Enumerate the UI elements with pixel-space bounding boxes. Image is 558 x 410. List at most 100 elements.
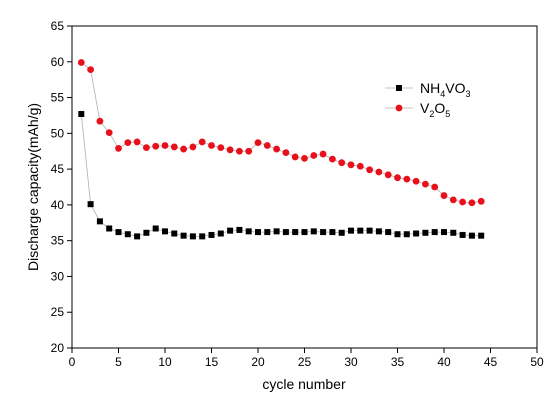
legend-label: V2O5 xyxy=(420,100,450,119)
data-point-circle xyxy=(124,139,132,147)
data-point-square xyxy=(357,227,364,234)
data-point-square xyxy=(199,233,206,240)
legend-label: NH4VO3 xyxy=(420,80,471,99)
legend-subscript: 4 xyxy=(440,89,445,99)
data-point-square xyxy=(189,233,196,240)
data-point-circle xyxy=(105,129,113,137)
legend-text-part: V xyxy=(420,100,430,116)
data-point-square xyxy=(273,228,280,235)
data-point-square xyxy=(431,229,438,236)
data-point-circle xyxy=(236,147,243,155)
data-point-circle xyxy=(273,145,280,153)
data-point-square xyxy=(329,229,336,236)
legend-text-part: O xyxy=(434,100,445,116)
data-point-circle xyxy=(412,177,420,185)
data-point-square xyxy=(134,233,141,240)
data-point-circle xyxy=(115,144,122,152)
y-tick-label: 45 xyxy=(51,162,65,176)
legend-subscript: 2 xyxy=(429,109,434,119)
data-point-circle xyxy=(329,155,336,163)
data-point-circle xyxy=(189,143,197,151)
data-point-square xyxy=(375,228,382,235)
data-point-square xyxy=(366,227,373,234)
data-point-square xyxy=(96,218,103,225)
x-tick-label: 20 xyxy=(251,355,265,369)
y-tick-label: 60 xyxy=(51,55,65,69)
data-point-square xyxy=(338,229,345,236)
data-point-circle xyxy=(254,139,262,147)
data-point-square xyxy=(171,230,178,237)
data-point-circle xyxy=(180,145,188,153)
data-point-circle xyxy=(198,138,206,146)
data-point-circle xyxy=(468,199,476,207)
x-tick-label: 40 xyxy=(437,355,451,369)
data-point-square xyxy=(459,231,466,238)
data-point-square xyxy=(162,228,168,235)
data-point-circle xyxy=(291,153,299,161)
x-tick-label: 25 xyxy=(298,355,312,369)
data-point-square xyxy=(217,230,224,237)
y-tick-label: 30 xyxy=(51,269,65,283)
legend-subscript: 3 xyxy=(465,89,470,99)
data-point-square xyxy=(441,229,447,236)
data-point-circle xyxy=(449,196,457,204)
x-tick-label: 35 xyxy=(391,355,405,369)
data-point-circle xyxy=(477,197,485,205)
data-point-square xyxy=(106,225,113,232)
data-point-circle xyxy=(422,180,429,188)
data-point-square xyxy=(478,232,485,239)
data-point-square xyxy=(236,226,243,233)
y-tick-label: 65 xyxy=(51,19,65,33)
data-point-circle xyxy=(226,146,234,154)
data-point-square xyxy=(422,229,429,236)
data-point-circle xyxy=(263,142,271,149)
y-tick-label: 40 xyxy=(51,198,65,212)
data-point-square xyxy=(292,229,299,236)
data-point-circle xyxy=(319,150,327,158)
x-tick-label: 30 xyxy=(344,355,358,369)
data-point-square xyxy=(385,229,392,236)
data-point-circle xyxy=(282,149,290,157)
data-point-circle xyxy=(366,166,373,174)
data-point-square xyxy=(245,228,252,235)
data-point-circle xyxy=(96,117,104,125)
data-point-circle xyxy=(347,161,355,169)
data-point-square xyxy=(124,231,131,238)
data-point-circle xyxy=(217,144,225,152)
data-point-square xyxy=(152,225,159,232)
data-point-circle xyxy=(356,162,364,170)
data-point-circle xyxy=(338,159,346,167)
data-point-circle xyxy=(87,66,94,74)
data-point-circle xyxy=(440,192,448,199)
x-tick-label: 0 xyxy=(69,355,76,369)
y-tick-label: 25 xyxy=(51,305,65,319)
data-point-square xyxy=(264,229,271,236)
x-tick-label: 45 xyxy=(484,355,498,369)
data-point-square xyxy=(78,111,85,118)
data-point-circle xyxy=(459,198,466,206)
data-point-square xyxy=(450,229,457,236)
data-point-circle xyxy=(310,152,318,159)
legend-marker-circle xyxy=(395,104,403,112)
series-markers xyxy=(77,59,485,240)
series-line-1 xyxy=(80,113,482,237)
data-point-circle xyxy=(170,143,178,151)
legend-text-part: VO xyxy=(445,80,465,96)
data-point-square xyxy=(115,229,122,236)
data-point-circle xyxy=(301,154,308,162)
x-axis-title: cycle number xyxy=(262,376,346,392)
legend-subscript: 5 xyxy=(445,109,450,119)
data-point-square xyxy=(180,232,187,239)
data-point-square xyxy=(413,230,420,237)
data-point-circle xyxy=(384,171,392,179)
data-point-circle xyxy=(403,175,411,183)
data-point-square xyxy=(394,231,401,238)
data-point-square xyxy=(143,229,150,236)
x-tick-label: 15 xyxy=(205,355,219,369)
data-point-square xyxy=(348,227,354,234)
data-point-circle xyxy=(152,142,160,150)
data-point-circle xyxy=(143,144,150,152)
